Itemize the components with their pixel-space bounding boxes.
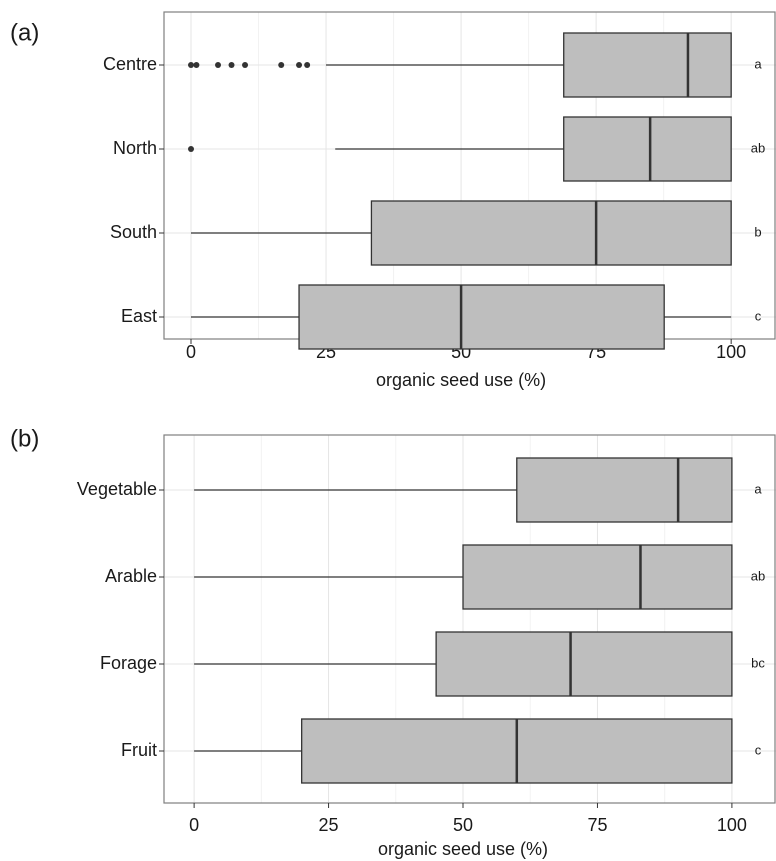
y-tick-label: Forage	[100, 653, 157, 673]
y-tick-label: Arable	[105, 566, 157, 586]
outlier	[228, 62, 235, 68]
outlier	[193, 62, 200, 68]
significance-letter: ab	[751, 140, 765, 155]
significance-letter: c	[755, 308, 762, 323]
x-tick-label: 100	[717, 815, 747, 835]
x-tick-label: 0	[189, 815, 199, 835]
outlier	[278, 62, 285, 68]
y-tick-label: Centre	[103, 54, 157, 74]
panel-label: (a)	[10, 19, 39, 46]
x-tick-label: 50	[453, 815, 473, 835]
plot-border	[163, 434, 776, 804]
x-axis-label: organic seed use (%)	[376, 370, 546, 390]
outlier	[242, 62, 249, 68]
y-tick-label: Fruit	[121, 740, 157, 760]
outlier	[215, 62, 222, 68]
significance-letter: c	[755, 742, 762, 757]
y-tick-label: North	[113, 138, 157, 158]
box	[516, 457, 733, 523]
box	[298, 284, 665, 350]
y-tick-label: Vegetable	[77, 479, 157, 499]
significance-letter: bc	[751, 655, 765, 670]
box	[563, 32, 732, 98]
y-tick-label: East	[121, 306, 157, 326]
significance-letter: a	[754, 56, 762, 71]
box	[435, 631, 733, 697]
panel-label: (b)	[10, 425, 39, 452]
significance-letter: a	[754, 481, 762, 496]
outlier	[188, 146, 195, 152]
outlier	[304, 62, 311, 68]
box	[370, 200, 732, 266]
outlier	[296, 62, 303, 68]
outlier	[188, 62, 195, 68]
x-tick-label: 25	[319, 815, 339, 835]
box	[563, 116, 732, 182]
x-tick-label: 0	[186, 342, 196, 362]
x-tick-label: 75	[587, 815, 607, 835]
x-tick-label: 100	[716, 342, 746, 362]
y-tick-label: South	[110, 222, 157, 242]
significance-letter: ab	[751, 568, 765, 583]
x-axis-label: organic seed use (%)	[378, 839, 548, 859]
significance-letter: b	[754, 224, 761, 239]
box	[462, 544, 733, 610]
